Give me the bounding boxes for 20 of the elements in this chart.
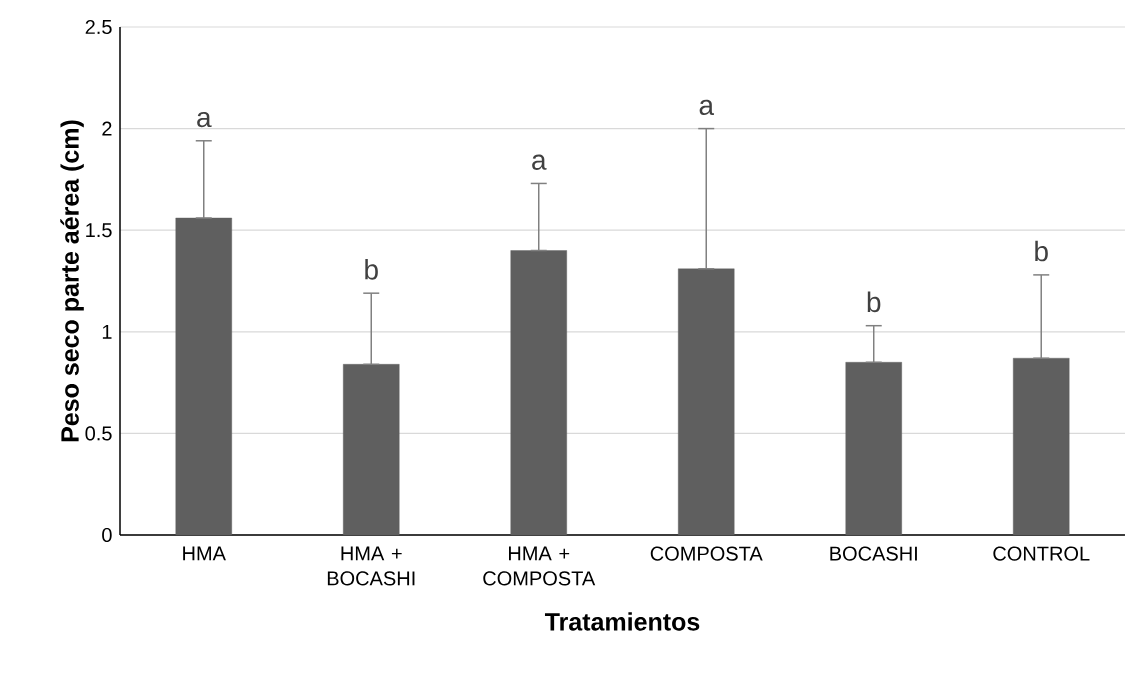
y-tick-label: 0.5 [85, 426, 112, 441]
annotation: a [197, 111, 212, 128]
x-axis-title: Tratamientos [544, 612, 700, 631]
x-tick-label: HMA + COMPOSTA [483, 546, 596, 586]
x-tick-label: HMA [183, 546, 226, 561]
annotation: a [699, 99, 715, 116]
x-tick-label: BOCASHI [830, 546, 917, 561]
y-tick-label: 0 [102, 527, 112, 543]
annotation: b [1035, 240, 1048, 262]
x-tick-label: HMA + BOCASHI [327, 546, 415, 586]
annotation: a [532, 154, 547, 170]
x-tick-label: CONTROL [993, 546, 1090, 561]
y-tick-label: 1.5 [86, 223, 112, 238]
y-tick-label: 2.5 [85, 19, 112, 35]
annotation: b [365, 259, 378, 280]
annotation: b [867, 291, 881, 313]
y-tick-label: 2 [102, 121, 112, 136]
y-tick-label: 1 [102, 324, 112, 339]
y-axis-title: Peso seco parte aérea (cm) [60, 120, 84, 442]
x-tick-label: COMPOSTA [650, 546, 763, 561]
